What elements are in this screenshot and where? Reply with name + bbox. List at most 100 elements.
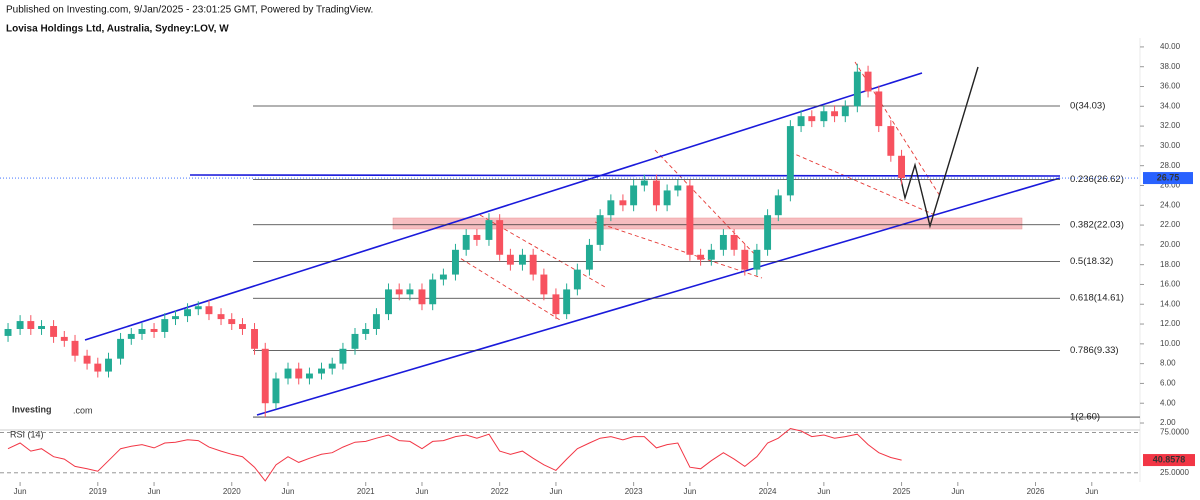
dashed-trendline bbox=[854, 61, 941, 197]
x-tick-label: Jun bbox=[148, 487, 161, 496]
candle-body bbox=[652, 180, 660, 206]
candle-body bbox=[697, 254, 705, 260]
candle-body bbox=[452, 249, 459, 275]
candle-body bbox=[351, 333, 359, 349]
x-tick-label: Jun bbox=[282, 487, 295, 496]
x-tick-label: 2025 bbox=[893, 487, 911, 496]
rsi-title: RSI (14) bbox=[10, 429, 44, 439]
candle-body bbox=[429, 279, 437, 305]
y-tick-label: 20.00 bbox=[1160, 240, 1181, 249]
candle-body bbox=[71, 340, 79, 356]
y-tick-label: 2.00 bbox=[1160, 418, 1176, 427]
candle-body bbox=[172, 316, 179, 320]
candle-body bbox=[619, 200, 627, 206]
candle-body bbox=[16, 321, 24, 329]
candle-body bbox=[60, 336, 68, 341]
candle-body bbox=[251, 328, 258, 349]
x-tick-label: Jun bbox=[683, 487, 696, 496]
candle-body bbox=[485, 220, 493, 240]
candle-body bbox=[596, 215, 604, 245]
y-tick-label: 30.00 bbox=[1160, 141, 1181, 150]
candle-body bbox=[406, 289, 414, 295]
y-tick-label: 22.00 bbox=[1160, 220, 1181, 229]
x-tick-label: Jun bbox=[14, 487, 27, 496]
candle-body bbox=[318, 368, 325, 374]
y-tick-label: 10.00 bbox=[1160, 339, 1181, 348]
y-tick-label: 34.00 bbox=[1160, 101, 1181, 110]
rsi-tick-label: 25.0000 bbox=[1160, 468, 1189, 477]
candle-body bbox=[875, 91, 883, 127]
candle-body bbox=[284, 368, 292, 379]
y-tick-label: 26.00 bbox=[1160, 181, 1181, 190]
candle-body bbox=[518, 254, 526, 265]
candle-body bbox=[774, 195, 782, 216]
candle-body bbox=[328, 363, 336, 369]
x-tick-label: 2023 bbox=[625, 487, 643, 496]
candle-body bbox=[372, 314, 380, 329]
candle-body bbox=[841, 106, 849, 117]
candle-body bbox=[820, 111, 828, 122]
channel bbox=[84, 72, 1061, 416]
dashed-trendline bbox=[654, 149, 763, 263]
candle-body bbox=[786, 126, 794, 196]
candle-body bbox=[730, 234, 738, 250]
candle-body bbox=[272, 378, 280, 404]
x-tick-label: Jun bbox=[549, 487, 562, 496]
candle-body bbox=[105, 358, 112, 372]
dashed-trendline bbox=[594, 221, 763, 279]
candle-body bbox=[228, 319, 236, 325]
y-tick-label: 12.00 bbox=[1160, 319, 1181, 328]
candle-body bbox=[205, 306, 213, 315]
candle-body bbox=[462, 234, 470, 250]
candle-body bbox=[194, 306, 202, 310]
candle-body bbox=[573, 269, 581, 290]
candle-body bbox=[529, 254, 537, 275]
y-tick-label: 8.00 bbox=[1160, 359, 1176, 368]
candle-body bbox=[741, 249, 749, 270]
published-note: Published on Investing.com, 9/Jan/2025 -… bbox=[6, 5, 373, 16]
y-tick-label: 24.00 bbox=[1160, 200, 1181, 209]
candle-body bbox=[261, 348, 269, 404]
y-tick-label: 36.00 bbox=[1160, 82, 1181, 91]
candle-body bbox=[764, 215, 772, 250]
chart-title: Lovisa Holdings Ltd, Australia, Sydney:L… bbox=[6, 24, 229, 35]
x-tick-label: 2022 bbox=[491, 487, 509, 496]
rsi-line bbox=[7, 427, 902, 482]
x-tick-label: 2024 bbox=[759, 487, 777, 496]
candle-body bbox=[217, 314, 225, 320]
candle-body bbox=[184, 309, 192, 317]
logo-suffix: .com bbox=[73, 405, 93, 415]
candle-body bbox=[898, 155, 906, 179]
candle-body bbox=[753, 249, 761, 270]
candle-body bbox=[607, 200, 615, 216]
fib-label: 0.382(22.03) bbox=[1070, 219, 1124, 230]
fib-label: 0(34.03) bbox=[1070, 101, 1105, 112]
candle-body bbox=[27, 321, 35, 329]
x-tick-label: Jun bbox=[416, 487, 429, 496]
candle-body bbox=[305, 373, 313, 379]
candle-body bbox=[94, 363, 102, 372]
candle-body bbox=[540, 274, 548, 295]
candle-body bbox=[138, 328, 146, 334]
x-tick-label: 2021 bbox=[357, 487, 375, 496]
candle-body bbox=[686, 185, 694, 255]
fib-label: 0.236(26.62) bbox=[1070, 174, 1124, 185]
last-price-label: 26.75 bbox=[1157, 172, 1180, 182]
x-tick-label: 2026 bbox=[1027, 487, 1045, 496]
candle-body bbox=[117, 338, 125, 359]
fib-label: 0.618(14.61) bbox=[1070, 293, 1124, 304]
logo: Investing bbox=[12, 404, 52, 414]
candle-body bbox=[418, 289, 426, 305]
fib-label: 0.5(18.32) bbox=[1070, 256, 1113, 267]
y-tick-label: 40.00 bbox=[1160, 42, 1181, 51]
channel-upper bbox=[84, 72, 923, 341]
candle-body bbox=[395, 289, 403, 295]
candle-body bbox=[808, 116, 816, 122]
x-tick-label: Jun bbox=[1085, 487, 1098, 496]
candle-body bbox=[161, 319, 169, 332]
x-tick-label: Jun bbox=[817, 487, 830, 496]
fib-label: 1(2.60) bbox=[1070, 412, 1100, 423]
candle-body bbox=[674, 185, 682, 191]
candle-body bbox=[83, 355, 91, 364]
candle-body bbox=[150, 328, 158, 332]
